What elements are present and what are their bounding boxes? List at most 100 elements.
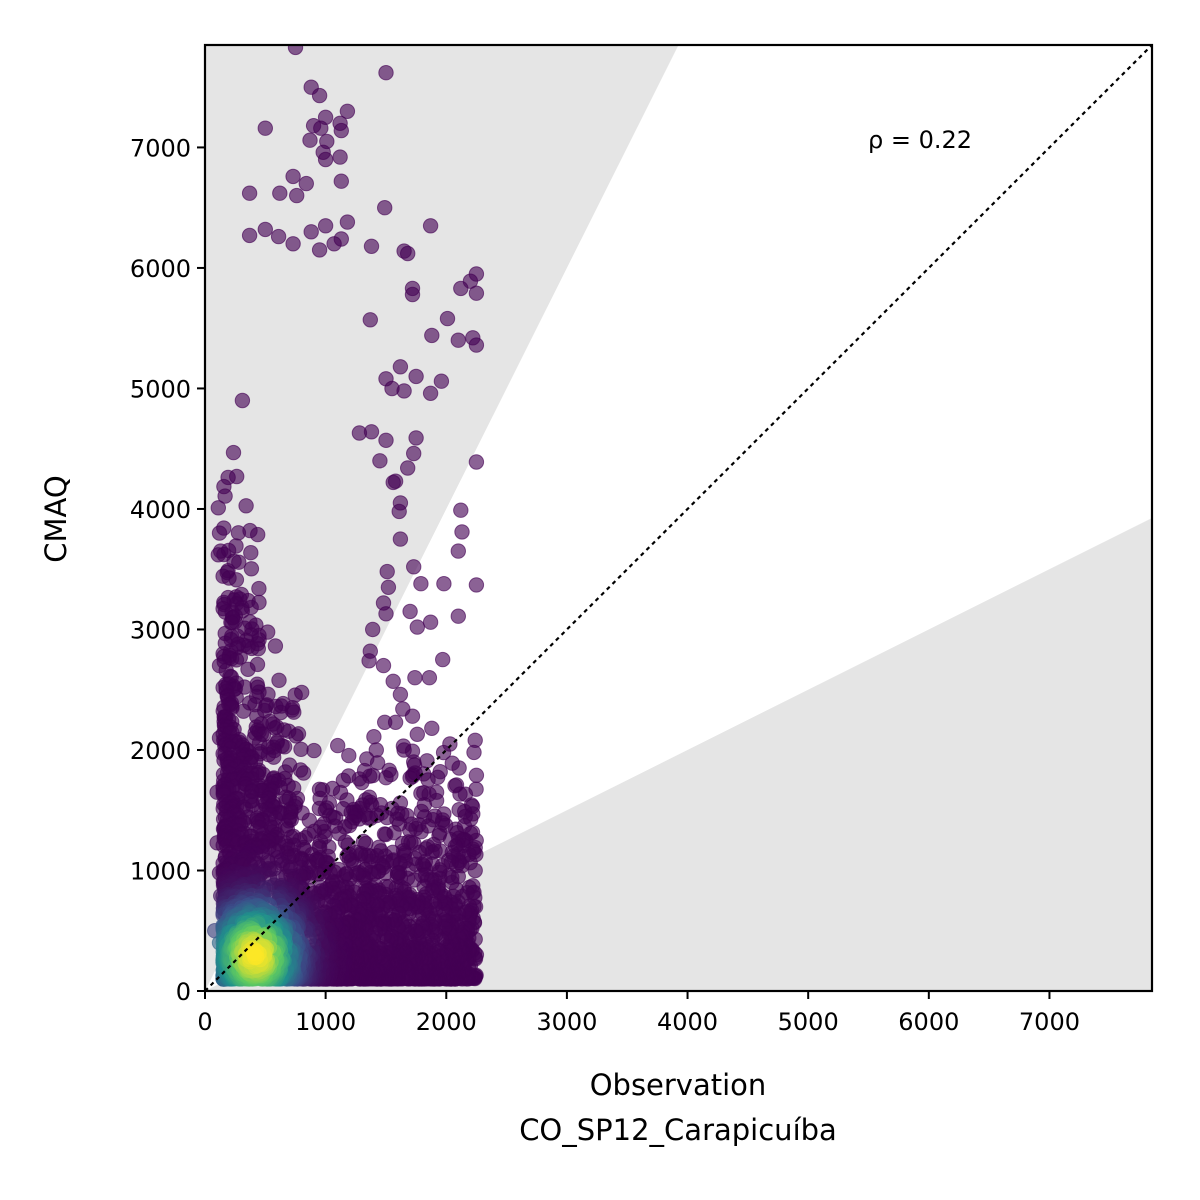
y-tick-label: 2000 [130,737,191,765]
data-point [378,770,394,786]
data-point [377,714,393,730]
data-point [234,392,251,409]
data-point [311,87,328,104]
data-point [378,65,394,81]
data-point [333,122,349,139]
data-point [251,580,267,597]
data-point [385,673,401,689]
data-point [285,236,301,252]
data-point [376,826,393,842]
data-point [404,286,421,303]
x-tick-label: 5000 [778,1008,839,1036]
data-point [378,432,394,448]
data-point [409,619,425,635]
data-point [395,701,411,717]
data-point [378,606,394,622]
y-tick-label: 6000 [130,255,191,283]
data-point [243,561,260,577]
data-point [439,310,456,327]
data-point [286,704,302,720]
data-point [468,577,485,593]
data-point [317,151,334,168]
data-point [365,621,381,638]
data-point [339,103,356,120]
data-point [217,488,233,504]
data-point [402,770,418,786]
data-point [392,686,409,703]
y-tick-label: 4000 [130,496,191,524]
x-tick-label: 4000 [657,1008,718,1036]
data-point [413,576,429,592]
data-point [402,603,418,620]
data-point [420,772,436,788]
data-point [303,224,319,240]
data-point [452,786,468,802]
data-point [435,651,451,668]
x-tick-label: 3000 [536,1008,597,1036]
data-point [408,430,424,446]
data-point [354,774,370,791]
data-point [362,312,378,328]
data-point [311,242,328,258]
data-point [450,608,466,624]
data-point [266,749,282,765]
data-point [351,425,368,441]
y-tick-label: 1000 [130,857,191,885]
annotation-rho: ρ = 0.22 [868,126,972,154]
data-point [421,670,438,686]
data-point [450,543,466,559]
x-tick-label: 7000 [1019,1008,1080,1036]
data-point [287,687,303,703]
data-point [238,498,254,514]
data-point [313,120,329,136]
data-point [306,742,322,759]
data-point [240,661,256,677]
data-point [211,525,228,541]
data-point [285,168,301,185]
data-point [330,737,346,754]
data-point [257,120,273,136]
data-point [332,149,348,165]
y-tick-label: 5000 [130,375,191,403]
data-point [453,502,469,518]
data-point [468,285,485,301]
data-point [466,744,482,761]
data-point [295,765,312,781]
data-point [380,579,397,595]
data-point [391,503,407,520]
data-point [246,945,262,962]
data-point [422,614,439,630]
data-point [454,524,470,540]
data-point [468,767,485,783]
data-point [241,185,258,201]
data-point [400,460,416,476]
data-point [400,245,416,262]
data-point [341,851,357,867]
data-point [409,726,425,742]
data-point [424,720,440,736]
data-point [271,672,287,688]
data-point [250,526,266,543]
x-tick-label: 6000 [898,1008,959,1036]
data-point [341,747,357,764]
data-point [444,755,460,771]
data-point [453,280,469,297]
data-point [235,703,252,719]
data-point [293,741,309,757]
scatter-points [207,45,485,987]
data-point [333,173,349,189]
data-point [250,641,266,657]
data-point [366,729,382,745]
data-point [433,373,450,389]
data-point [451,802,467,818]
data-point [267,638,284,654]
y-axis-label: CMAQ [39,475,73,562]
x-tick-label: 2000 [416,1008,477,1036]
data-point [450,332,466,348]
data-point [468,337,485,353]
data-point [377,200,393,216]
x-axis-label-station: CO_SP12_Carapicuíba [519,1113,837,1147]
shade-upper-region [205,45,679,991]
data-point [272,185,288,201]
y-tick-label: 7000 [130,134,191,162]
